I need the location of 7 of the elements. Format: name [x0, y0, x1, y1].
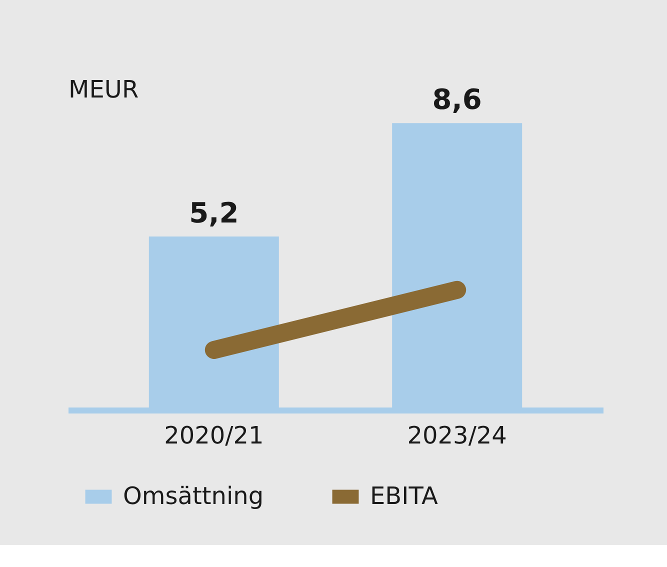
data-label: 5,2 [189, 196, 239, 230]
legend-label: EBITA [370, 482, 439, 510]
legend-label: Omsättning [123, 482, 264, 510]
y-axis-title: MEUR [68, 76, 139, 104]
x-tick-label: 2020/21 [164, 422, 264, 450]
x-tick-label: 2023/24 [407, 422, 507, 450]
data-label: 8,6 [432, 83, 482, 116]
